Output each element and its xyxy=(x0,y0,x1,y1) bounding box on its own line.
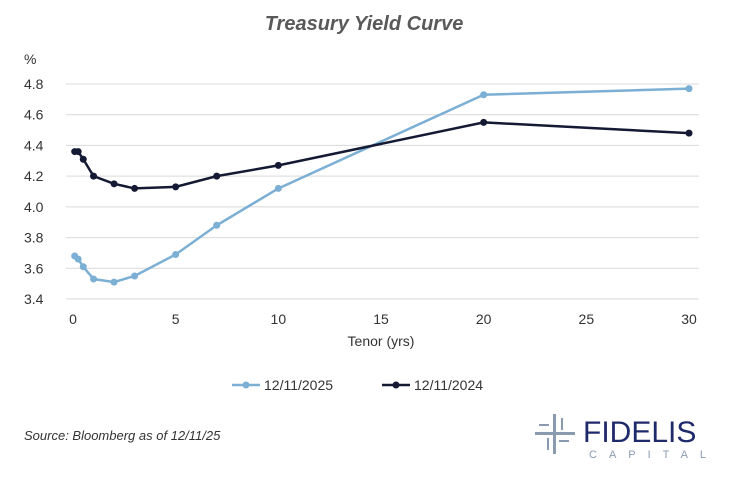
logo-sub: CAPITAL xyxy=(589,449,713,461)
data-point xyxy=(131,272,139,280)
data-point xyxy=(685,129,693,137)
data-point xyxy=(172,250,180,258)
x-tick-label: 10 xyxy=(271,311,287,327)
series-line xyxy=(73,87,690,284)
legend-marker xyxy=(392,381,400,389)
legend-label: 12/11/2024 xyxy=(414,377,483,393)
y-tick-label: 3.4 xyxy=(24,291,44,307)
x-tick-label: 15 xyxy=(373,311,389,327)
x-tick-label: 25 xyxy=(579,311,595,327)
y-tick-label: 3.8 xyxy=(24,230,44,246)
x-tick-label: 30 xyxy=(681,311,697,327)
x-tick-label: 0 xyxy=(69,311,77,327)
legend-marker xyxy=(242,381,250,389)
data-point xyxy=(172,183,180,191)
x-axis-label: Tenor (yrs) xyxy=(348,333,415,349)
data-point xyxy=(74,148,82,156)
legend-label: 12/11/2025 xyxy=(264,377,333,393)
data-point xyxy=(79,155,87,163)
y-tick-label: 3.6 xyxy=(24,260,44,276)
source-note: Source: Bloomberg as of 12/11/25 xyxy=(24,428,221,443)
y-tick-label: 4.2 xyxy=(24,168,44,184)
data-point xyxy=(110,180,118,188)
data-point xyxy=(131,184,139,192)
chart-title: Treasury Yield Curve xyxy=(265,13,464,35)
data-point xyxy=(685,85,693,93)
data-point xyxy=(213,172,221,180)
data-point xyxy=(480,118,488,126)
data-point xyxy=(480,91,488,99)
x-tick-label: 20 xyxy=(476,311,492,327)
data-point xyxy=(79,263,87,271)
y-tick-label: 4.4 xyxy=(24,137,44,153)
data-point xyxy=(213,221,221,229)
data-point xyxy=(74,255,82,263)
y-tick-label: 4.0 xyxy=(24,199,44,215)
y-axis-label: % xyxy=(24,51,36,67)
y-tick-label: 4.8 xyxy=(24,76,44,92)
fidelis-logo: FIDELIS CAPITAL xyxy=(535,414,713,461)
x-tick-label: 5 xyxy=(172,311,180,327)
data-point xyxy=(90,172,98,180)
data-point xyxy=(274,161,282,169)
data-point xyxy=(110,278,118,286)
series-line xyxy=(74,121,690,190)
logo-name: FIDELIS xyxy=(583,416,696,449)
y-tick-label: 4.6 xyxy=(24,107,44,123)
data-point xyxy=(274,184,282,192)
data-point xyxy=(90,275,98,283)
